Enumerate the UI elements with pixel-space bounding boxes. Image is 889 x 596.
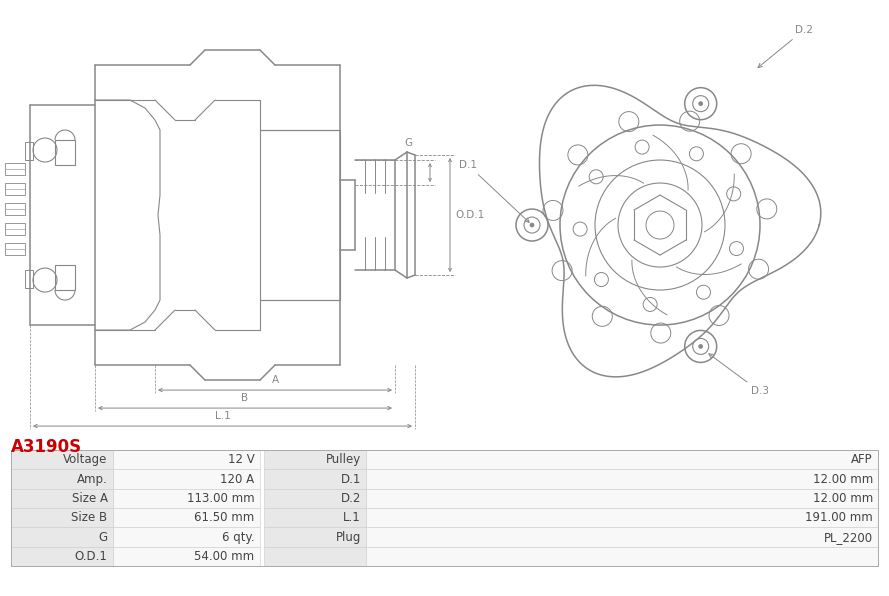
Text: 12.00 mm: 12.00 mm [813,473,873,486]
Bar [25,270,33,288]
Text: D.1: D.1 [459,160,529,222]
Text: 6 qty.: 6 qty. [221,530,254,544]
Circle shape [699,344,702,349]
Text: 54.00 mm: 54.00 mm [194,550,254,563]
Bar [5,183,25,195]
Text: D.1: D.1 [340,473,361,486]
Bar [5,163,25,175]
Bar [5,203,25,215]
Text: A3190S: A3190S [11,438,82,456]
Text: Voltage: Voltage [63,453,108,466]
Bar [5,223,25,235]
Text: 12.00 mm: 12.00 mm [813,492,873,505]
Text: O.D.1: O.D.1 [455,210,485,220]
Text: 12 V: 12 V [228,453,254,466]
Text: 191.00 mm: 191.00 mm [805,511,873,524]
Text: Size B: Size B [71,511,108,524]
Text: D.3: D.3 [709,353,769,396]
Text: L.1: L.1 [214,411,230,421]
Circle shape [699,102,702,105]
Text: L.1: L.1 [343,511,361,524]
Text: Size A: Size A [72,492,108,505]
Circle shape [530,223,534,227]
Bar [260,130,340,300]
Text: Amp.: Amp. [76,473,108,486]
Text: 61.50 mm: 61.50 mm [194,511,254,524]
Text: Pulley: Pulley [325,453,361,466]
Text: A: A [271,375,278,385]
Text: O.D.1: O.D.1 [75,550,108,563]
Text: 120 A: 120 A [220,473,254,486]
Text: D.2: D.2 [340,492,361,505]
Bar [5,243,25,255]
Text: AFP: AFP [852,453,873,466]
Text: D.2: D.2 [758,25,813,67]
Bar [55,140,75,165]
Bar [55,265,75,290]
Text: PL_2200: PL_2200 [824,530,873,544]
Text: G: G [404,138,412,148]
Text: B: B [242,393,249,403]
Text: G: G [99,530,108,544]
Bar [25,142,33,160]
Text: Plug: Plug [335,530,361,544]
Text: 113.00 mm: 113.00 mm [187,492,254,505]
